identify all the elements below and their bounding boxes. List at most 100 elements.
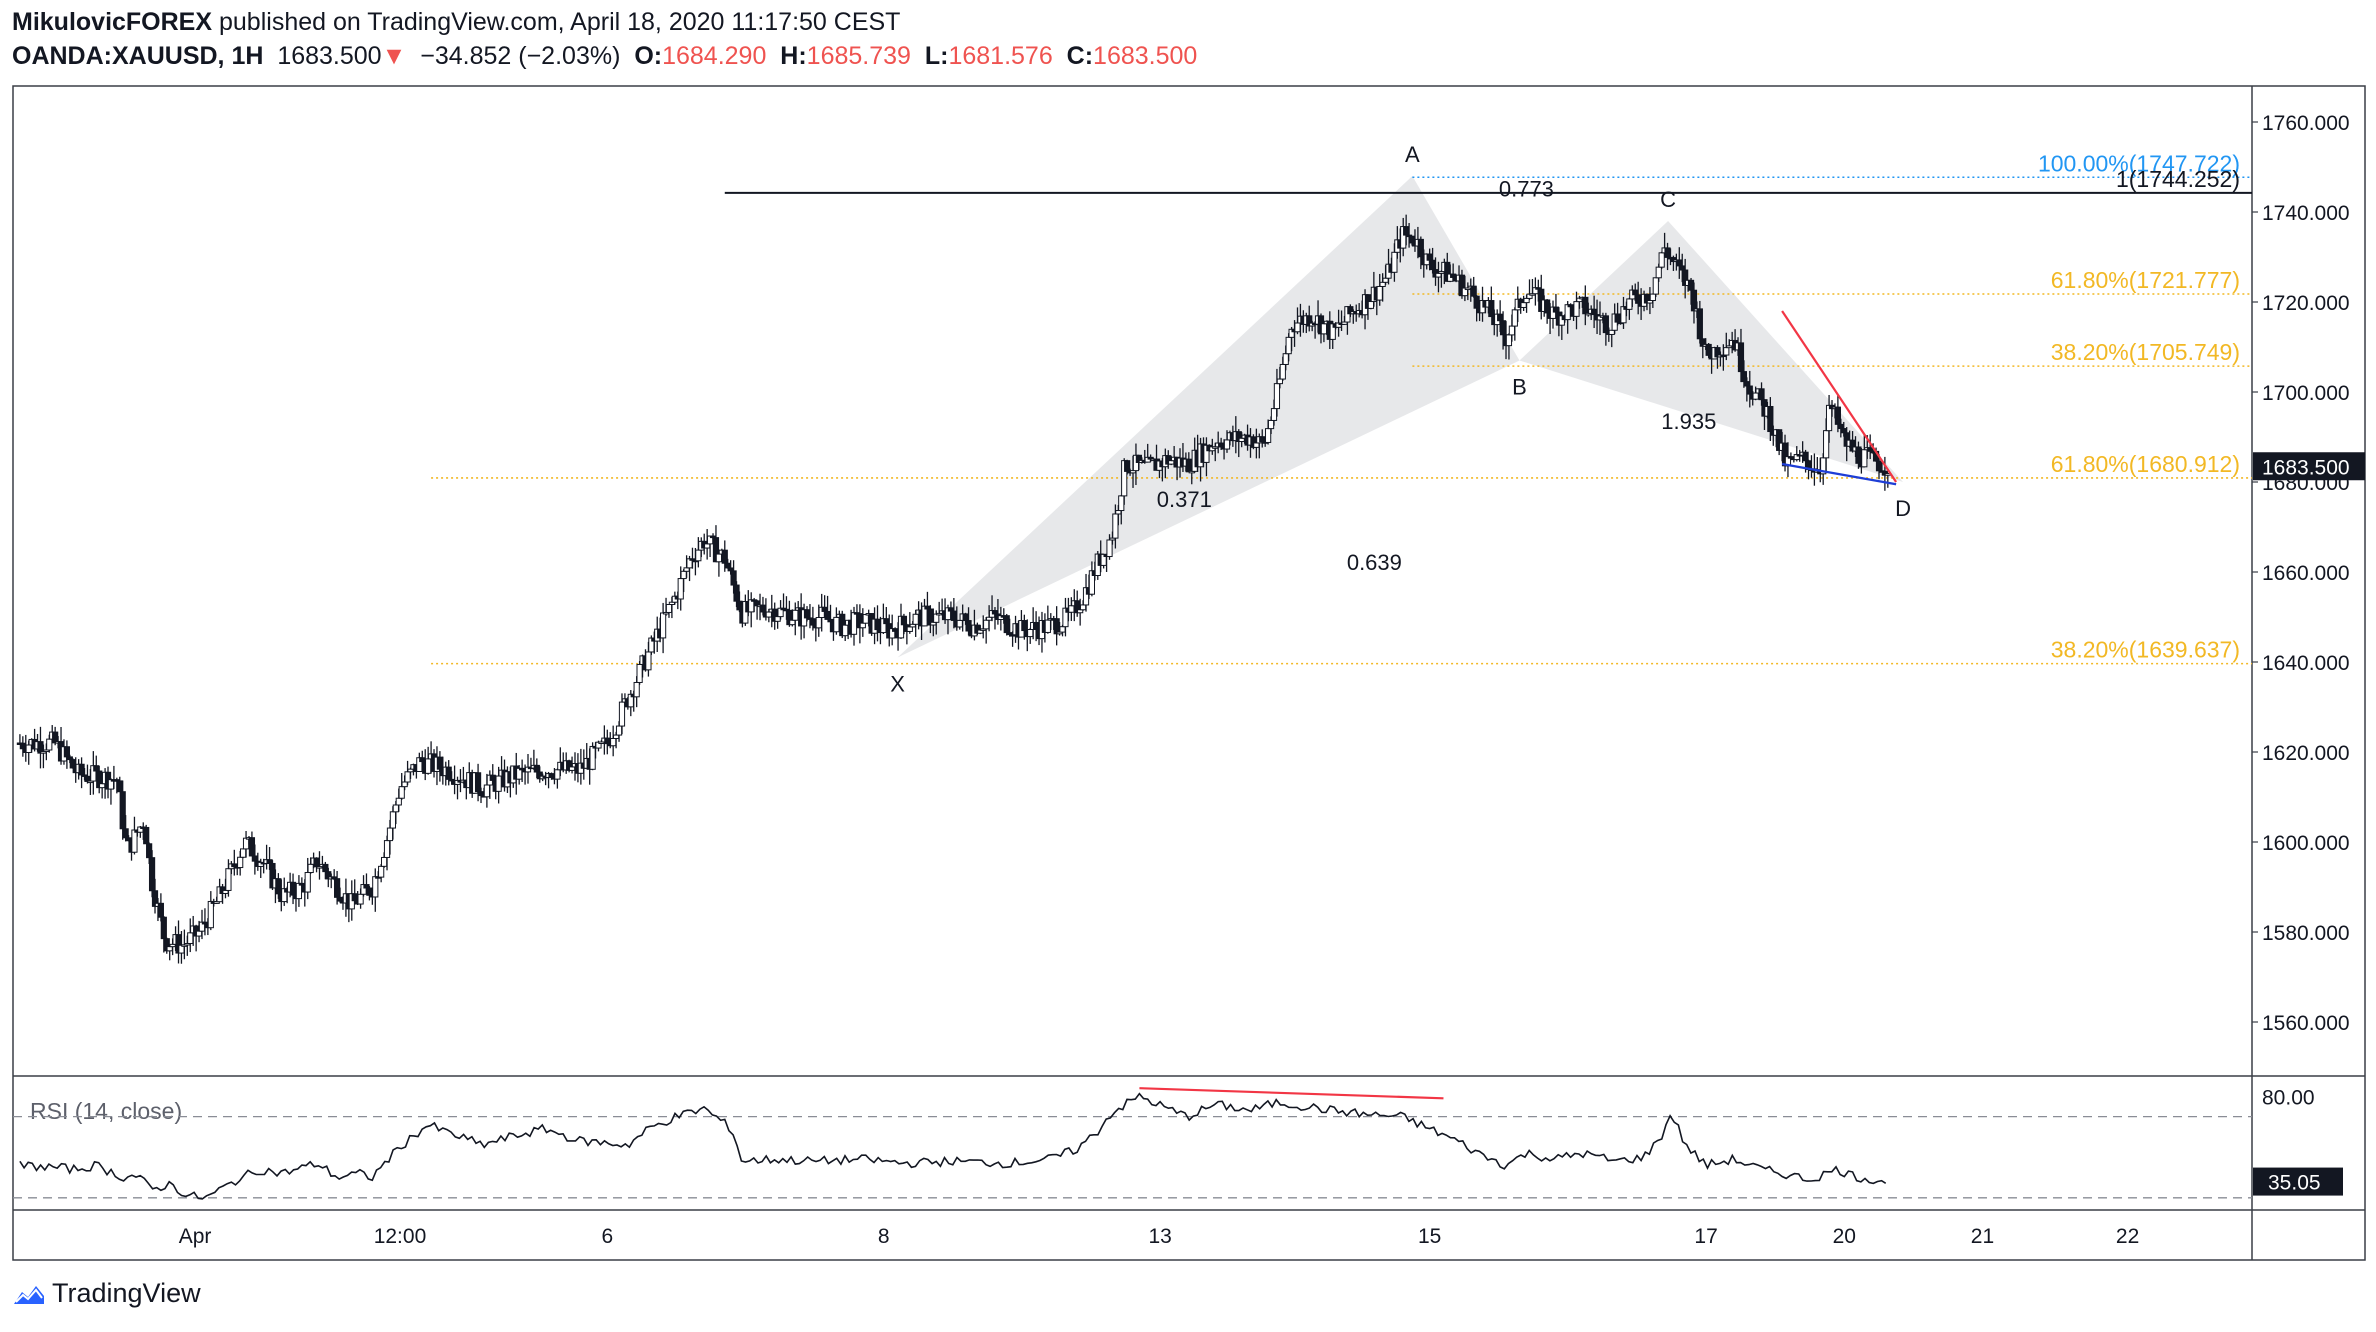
rsi-title: RSI (14, close) xyxy=(30,1098,182,1124)
candle-body xyxy=(695,549,702,562)
candle-body xyxy=(683,567,690,572)
pattern-point-X: X xyxy=(890,672,905,697)
x-tick-label: 8 xyxy=(878,1225,890,1248)
y-tick-label: 1720.000 xyxy=(2262,292,2350,315)
candle-body xyxy=(248,837,256,857)
candle-body xyxy=(1696,308,1703,340)
candle-body xyxy=(809,618,816,626)
candle-body xyxy=(1758,388,1765,401)
candle-body xyxy=(1582,296,1589,315)
candle-body xyxy=(46,738,53,751)
x-tick-label: 17 xyxy=(1694,1225,1717,1248)
candle-body xyxy=(1408,235,1416,244)
close-label: C: xyxy=(1066,42,1094,70)
candle-body xyxy=(116,780,123,793)
candle-body xyxy=(1021,620,1028,632)
pattern-point-C: C xyxy=(1660,187,1676,212)
symbol-header: OANDA:XAUUSD, 1H 1683.500▼ −34.852 (−2.0… xyxy=(12,42,1197,71)
candle-body xyxy=(425,758,432,774)
low-value: 1681.576 xyxy=(948,42,1053,70)
chart-frame xyxy=(12,85,2366,1261)
price-change: −34.852 (−2.03%) xyxy=(420,42,621,70)
candle-body xyxy=(131,829,138,853)
candle-body xyxy=(1376,285,1383,301)
symbol-name[interactable]: OANDA:XAUUSD, 1H xyxy=(12,42,264,70)
candle-body xyxy=(334,878,341,898)
candle-body xyxy=(187,932,194,944)
candle-body xyxy=(821,606,828,612)
publisher-name[interactable]: MikulovicFOREX xyxy=(12,8,213,36)
candle-body xyxy=(1511,309,1518,327)
candle-body xyxy=(122,828,129,839)
candle-body xyxy=(1112,513,1119,539)
candle-body xyxy=(266,859,273,864)
candle-body xyxy=(1285,336,1292,355)
candle-body xyxy=(991,610,999,615)
rsi-last-label: 35.05 xyxy=(2268,1172,2321,1195)
candle-body xyxy=(1450,273,1457,278)
low-label: L: xyxy=(924,42,949,70)
candle-body xyxy=(833,616,840,633)
candle-body xyxy=(1435,272,1442,278)
candle-body xyxy=(906,626,913,632)
candle-body xyxy=(1279,363,1286,380)
candle-body xyxy=(1573,301,1580,317)
candle-body xyxy=(1118,495,1125,512)
candle-body xyxy=(789,619,796,626)
level-label-4: 61.80%(1680.912) xyxy=(2051,451,2240,477)
candle-body xyxy=(372,876,379,898)
rsi-tick-label: 80.00 xyxy=(2262,1086,2315,1109)
rsi-divergence-line xyxy=(1139,1087,1444,1100)
down-arrow-icon: ▼ xyxy=(381,42,407,70)
candle-body xyxy=(736,600,743,611)
candle-body xyxy=(1429,259,1436,271)
candle-body xyxy=(1273,383,1281,410)
candle-body xyxy=(604,737,611,745)
candle-body xyxy=(1635,294,1642,304)
candle-body xyxy=(1676,259,1683,267)
candle-body xyxy=(680,570,687,580)
publish-header: MikulovicFOREX published on TradingView.… xyxy=(12,8,900,37)
ratio-label-1: 0.371 xyxy=(1157,487,1212,512)
candle-body xyxy=(378,865,385,878)
candle-body xyxy=(304,872,311,893)
candle-body xyxy=(636,663,643,683)
candle-body xyxy=(733,584,740,602)
candle-body xyxy=(477,791,485,797)
candle-body xyxy=(419,757,426,763)
candle-body xyxy=(1823,430,1830,459)
candle-body xyxy=(774,616,781,622)
candle-body xyxy=(1282,353,1289,365)
candle-body xyxy=(336,896,344,902)
x-tick-label: 20 xyxy=(1833,1225,1856,1248)
candle-body xyxy=(251,855,258,862)
candle-body xyxy=(389,811,397,829)
candle-body xyxy=(401,781,408,788)
y-tick-label: 1700.000 xyxy=(2262,382,2350,405)
candle-body xyxy=(912,613,919,625)
candle-body xyxy=(1259,436,1266,443)
open-label: O: xyxy=(634,42,663,70)
candle-body xyxy=(1115,510,1122,515)
last-price-label: 1683.500 xyxy=(2262,456,2350,479)
tradingview-logo[interactable]: TradingView xyxy=(12,1278,201,1309)
candle-body xyxy=(351,893,358,902)
level-label-3: 38.20%(1705.749) xyxy=(2051,339,2240,365)
price-trendline-0 xyxy=(1781,310,1898,483)
candle-body xyxy=(160,916,167,940)
candle-body xyxy=(1614,313,1621,323)
candle-body xyxy=(618,701,626,727)
xab-triangle xyxy=(897,176,1520,658)
candle-body xyxy=(850,612,858,635)
open-value: 1684.290 xyxy=(662,42,767,70)
level-label-1: 1(1744.252) xyxy=(2116,166,2240,192)
candle-body xyxy=(1253,442,1260,448)
candle-body xyxy=(1840,428,1847,434)
x-tick-label: 21 xyxy=(1971,1225,1994,1248)
candle-body xyxy=(380,856,388,867)
candle-body xyxy=(962,613,969,622)
candle-body xyxy=(842,624,849,637)
candle-body xyxy=(1403,226,1410,236)
y-tick-label: 1580.000 xyxy=(2262,922,2350,945)
